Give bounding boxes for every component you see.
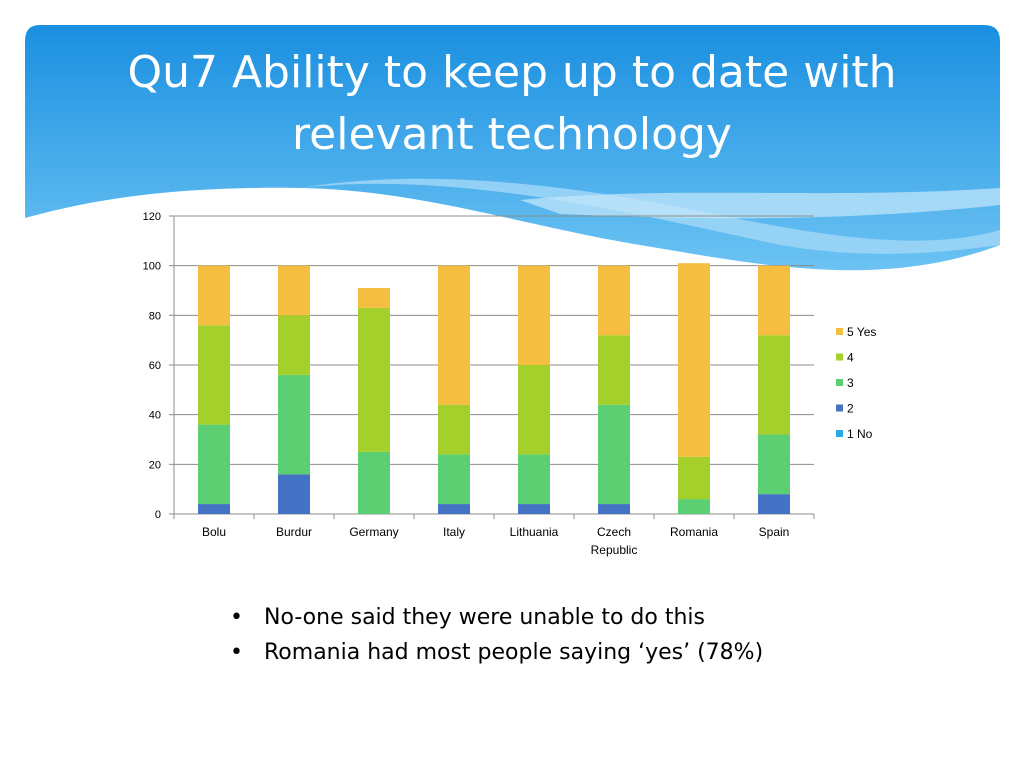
bullet-list: • No-one said they were unable to do this… bbox=[230, 600, 930, 670]
legend-label: 1 No bbox=[847, 427, 873, 441]
legend-swatch-icon bbox=[836, 328, 843, 335]
x-category-label: Republic bbox=[591, 543, 638, 557]
bar-segment bbox=[278, 374, 310, 475]
x-category-label: Bolu bbox=[202, 525, 226, 539]
bullet-item: • No-one said they were unable to do this bbox=[230, 600, 930, 635]
bar-segment bbox=[758, 265, 790, 336]
y-tick-label: 20 bbox=[149, 459, 161, 471]
bar-segment bbox=[598, 504, 630, 514]
bullet-text: No-one said they were unable to do this bbox=[264, 605, 705, 630]
legend-label: 3 bbox=[847, 376, 854, 390]
bullet-text: Romania had most people saying ‘yes’ (78… bbox=[264, 640, 764, 665]
y-tick-label: 80 bbox=[149, 310, 161, 322]
legend-label: 5 Yes bbox=[847, 325, 876, 339]
x-category-label: Lithuania bbox=[510, 525, 559, 539]
bar-segment bbox=[438, 404, 470, 455]
bar-segment bbox=[598, 404, 630, 505]
bullet-dot-icon: • bbox=[230, 640, 243, 665]
y-tick-label: 0 bbox=[155, 509, 161, 521]
legend-swatch-icon bbox=[836, 353, 843, 361]
y-tick-label: 40 bbox=[149, 410, 161, 422]
x-category-label: Italy bbox=[443, 525, 465, 539]
bar-segment bbox=[758, 494, 790, 514]
bar-segment bbox=[758, 335, 790, 435]
x-category-label: Burdur bbox=[276, 525, 312, 539]
bar-segment bbox=[518, 365, 550, 455]
x-category-label: Romania bbox=[670, 525, 718, 539]
legend-swatch-icon bbox=[836, 379, 843, 386]
bar-segment bbox=[198, 265, 230, 326]
bar-segment bbox=[438, 454, 470, 505]
bullet-dot-icon: • bbox=[230, 605, 243, 630]
y-tick-label: 60 bbox=[149, 360, 161, 372]
bar-segment bbox=[358, 451, 390, 514]
bullet-item: • Romania had most people saying ‘yes’ (7… bbox=[230, 635, 930, 670]
bar-segment bbox=[438, 265, 470, 405]
x-category-label: Czech bbox=[597, 525, 631, 539]
bar-segment bbox=[198, 325, 230, 425]
bar-segment bbox=[518, 265, 550, 365]
bar-segment bbox=[278, 315, 310, 375]
bar-segment bbox=[278, 474, 310, 514]
bar-segment bbox=[358, 307, 390, 452]
bar-segment bbox=[678, 499, 710, 514]
x-category-label: Spain bbox=[759, 525, 790, 539]
bar-segment bbox=[678, 456, 710, 500]
y-tick-label: 120 bbox=[143, 211, 161, 223]
bar-segment bbox=[278, 265, 310, 316]
legend-swatch-icon bbox=[836, 430, 843, 437]
bar-segment bbox=[358, 288, 390, 308]
legend-label: 4 bbox=[847, 351, 854, 365]
x-category-label: Germany bbox=[349, 525, 398, 539]
slide-title: Qu7 Ability to keep up to date with rele… bbox=[127, 47, 897, 160]
legend-swatch-icon bbox=[836, 404, 843, 412]
bar-segment bbox=[198, 504, 230, 514]
bar-segment bbox=[758, 434, 790, 495]
bar-segment bbox=[678, 263, 710, 457]
bar-segment bbox=[518, 454, 550, 505]
legend-label: 2 bbox=[847, 402, 854, 416]
bar-segment bbox=[598, 265, 630, 336]
bar-segment bbox=[598, 335, 630, 405]
bar-segment bbox=[198, 424, 230, 505]
bar-segment bbox=[438, 504, 470, 514]
bar-segment bbox=[518, 504, 550, 514]
y-tick-label: 100 bbox=[143, 261, 161, 273]
